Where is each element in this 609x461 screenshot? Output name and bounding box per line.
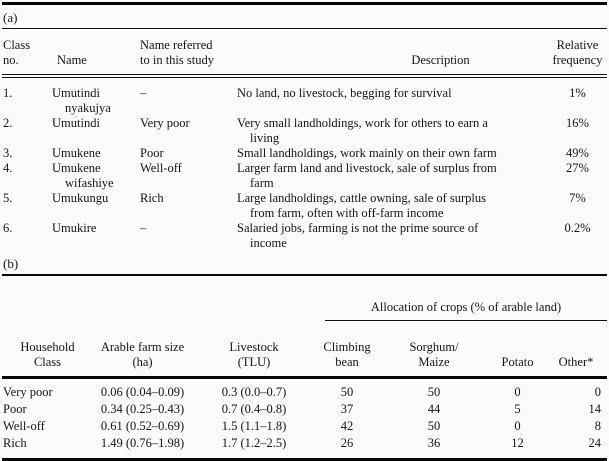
cell-livestock: 0.7 (0.4–0.8) [221, 402, 287, 416]
col-header-livestock: Livestock (TLU) [192, 336, 316, 379]
cell-household-class: Very poor [3, 385, 53, 399]
cell-potato: 0 [514, 419, 521, 433]
col-header-household: Household Class [2, 336, 93, 379]
cell-class-no: 2. [3, 116, 13, 130]
household-classes-table: Class no. Name Name referred to in this … [2, 28, 607, 251]
cell-other: 14 [588, 402, 602, 416]
table-row: 3. Umukene Poor Small landholdings, work… [2, 146, 607, 161]
table-row: Rich 1.49 (0.76–1.98) 1.7 (1.2–2.5) 26 3… [2, 435, 607, 460]
cell-study-name: Rich [140, 191, 164, 205]
cell-other: 0 [594, 385, 602, 399]
table-row: 5. Umukungu Rich Large landholdings, cat… [2, 191, 607, 221]
cell-livestock: 1.7 (1.2–2.5) [221, 436, 287, 450]
table-row: Poor 0.34 (0.25–0.43) 0.7 (0.4–0.8) 37 4… [2, 401, 607, 418]
table-a-header: Class no. Name Name referred to in this … [2, 28, 607, 78]
cell-climbing-bean: 26 [340, 436, 354, 450]
col-header-climbing-bean: Climbing bean [316, 336, 378, 379]
crops-span-header: Allocation of crops (% of arable land) [325, 291, 608, 321]
cell-sorghum-maize: 36 [427, 436, 441, 450]
cell-household-class: Poor [3, 402, 27, 416]
cell-rel-freq: 7% [569, 191, 586, 205]
cell-name: Umutindi nyakujya [52, 86, 111, 115]
cell-other: 24 [588, 436, 602, 450]
cell-potato: 0 [514, 385, 521, 399]
cell-rel-freq: 49% [566, 146, 589, 160]
spacer-cell [2, 275, 316, 336]
panel-b-label: (b) [3, 256, 19, 271]
cell-description: Larger farm land and livestock, sale of … [237, 161, 497, 190]
farm-characteristics-table: Allocation of crops (% of arable land) H… [2, 274, 608, 461]
table-row: 2. Umutindi Very poor Very small landhol… [2, 116, 607, 146]
col-header-other: Other* [545, 336, 608, 379]
col-header-study-name: Name referred to in this study [132, 28, 228, 78]
col-header-description: Description [228, 28, 548, 78]
cell-class-no: 5. [3, 191, 13, 205]
col-header-sorghum-maize: Sorghum/ Maize [378, 336, 490, 379]
cell-study-name: – [140, 86, 147, 100]
cell-rel-freq: 16% [566, 116, 589, 130]
cell-livestock: 1.5 (1.1–1.8) [221, 419, 287, 433]
cell-class-no: 1. [3, 86, 13, 100]
cell-farm-size: 0.34 (0.25–0.43) [100, 402, 185, 416]
cell-description: Very small landholdings, work for others… [237, 116, 488, 145]
cell-climbing-bean: 37 [340, 402, 354, 416]
cell-study-name: Well-off [140, 161, 182, 175]
col-header-class-no: Class no. [2, 28, 50, 78]
cell-climbing-bean: 50 [340, 385, 354, 399]
table-row: 6. Umukire – Salaried jobs, farming is n… [2, 221, 607, 251]
cell-potato: 5 [514, 402, 521, 416]
col-header-potato: Potato [490, 336, 545, 379]
cell-farm-size: 0.61 (0.52–0.69) [100, 419, 185, 433]
cell-description: Large landholdings, cattle owning, sale … [237, 191, 487, 220]
table-row: Very poor 0.06 (0.04–0.09) 0.3 (0.0–0.7)… [2, 378, 607, 402]
cell-climbing-bean: 42 [340, 419, 354, 433]
cell-farm-size: 0.06 (0.04–0.09) [100, 385, 185, 399]
col-header-farm-size: Arable farm size (ha) [93, 336, 192, 379]
cell-description: Salaried jobs, farming is not the prime … [237, 221, 479, 250]
cell-class-no: 4. [3, 161, 13, 175]
cell-name: Umukene [52, 146, 101, 160]
cell-potato: 12 [511, 436, 524, 450]
cell-sorghum-maize: 50 [427, 419, 441, 433]
cell-name: Umukungu [52, 191, 109, 205]
top-rule [2, 2, 607, 5]
col-header-name: Name [50, 28, 132, 78]
cell-other: 8 [594, 419, 602, 433]
cell-rel-freq: 27% [566, 161, 589, 175]
table-row: Well-off 0.61 (0.52–0.69) 1.5 (1.1–1.8) … [2, 418, 607, 435]
cell-household-class: Rich [3, 436, 27, 450]
crops-span-header-cell: Allocation of crops (% of arable land) [316, 275, 608, 336]
panel-a-label: (a) [3, 10, 18, 25]
cell-study-name: – [140, 221, 147, 235]
table-row: 4. Umukene wifashiye Well-off Larger far… [2, 161, 607, 191]
cell-class-no: 6. [3, 221, 13, 235]
cell-livestock: 0.3 (0.0–0.7) [221, 385, 287, 399]
cell-rel-freq: 0.2% [564, 221, 591, 235]
cell-name: Umukene wifashiye [52, 161, 114, 190]
cell-description: Small landholdings, work mainly on their… [237, 146, 497, 160]
cell-study-name: Poor [140, 146, 164, 160]
cell-class-no: 3. [3, 146, 13, 160]
cell-rel-freq: 1% [569, 86, 586, 100]
col-header-rel-freq: Relative frequency [548, 28, 607, 78]
cell-study-name: Very poor [140, 116, 190, 130]
cell-farm-size: 1.49 (0.76–1.98) [100, 436, 185, 450]
cell-description: No land, no livestock, begging for survi… [237, 86, 452, 100]
table-b-header: Allocation of crops (% of arable land) H… [2, 275, 608, 379]
cell-name: Umukire [52, 221, 97, 235]
cell-sorghum-maize: 50 [427, 385, 441, 399]
cell-sorghum-maize: 44 [427, 402, 441, 416]
cell-name: Umutindi [52, 116, 100, 130]
table-row: 1. Umutindi nyakujya – No land, no lives… [2, 76, 607, 116]
cell-household-class: Well-off [3, 419, 45, 433]
